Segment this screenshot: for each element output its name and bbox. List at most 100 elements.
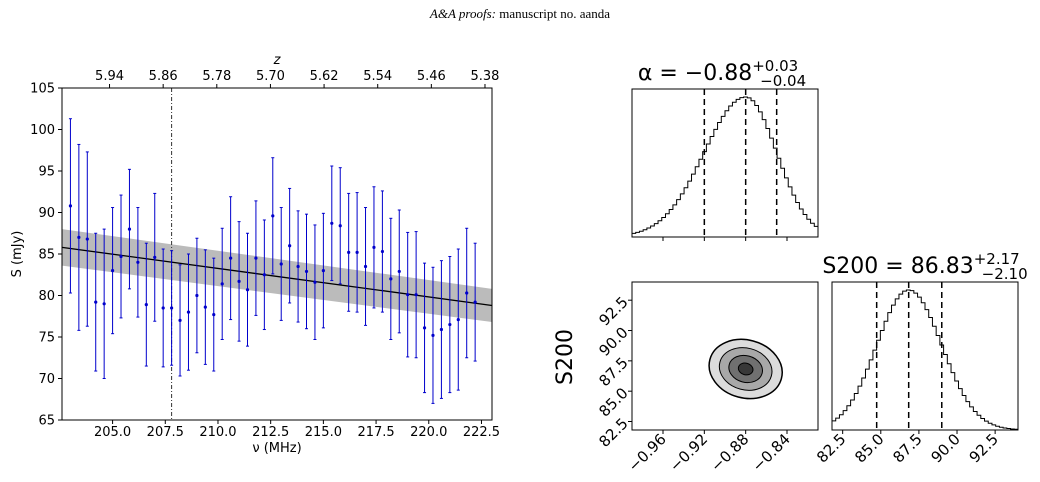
data-point (195, 293, 199, 298)
x-tick-label: 85.0 (851, 430, 887, 466)
z-tick-label: 5.78 (202, 69, 231, 84)
data-point (422, 326, 427, 330)
data-point (94, 300, 98, 304)
data-point (330, 221, 334, 225)
manuscript-label: manuscript no. aanda (499, 6, 611, 21)
panel-frame (631, 88, 819, 238)
x-tick-label: 87.5 (889, 430, 925, 466)
data-point (178, 318, 182, 322)
page-header: A&A proofs: manuscript no. aanda (0, 6, 1040, 22)
title-upper-error: +0.03 (752, 57, 798, 75)
data-point (271, 214, 275, 218)
data-point (372, 245, 376, 249)
data-point (380, 249, 384, 254)
y-axis-label: S200 (553, 329, 578, 385)
x-tick-label: 207.5 (147, 425, 184, 440)
data-point (262, 273, 266, 277)
x-tick-label: 212.5 (252, 425, 289, 440)
title-upper-error: +2.17 (974, 250, 1020, 268)
data-point (313, 280, 317, 284)
data-point (220, 282, 224, 286)
data-point (431, 333, 435, 337)
x-tick-label: 82.5 (813, 430, 849, 466)
journal-name: A&A proofs: (429, 6, 496, 21)
z-tick-label: 5.46 (417, 69, 446, 84)
z-tick-label: 5.54 (363, 69, 392, 84)
data-point (245, 288, 250, 292)
x-tick-label: 220.0 (410, 425, 447, 440)
fit-line (61, 246, 493, 307)
x-tick-label: 215.0 (305, 425, 342, 440)
data-point (144, 303, 148, 307)
data-point (397, 269, 401, 274)
data-point (448, 322, 452, 327)
data-point (136, 260, 140, 264)
data-point (355, 250, 359, 254)
alpha-posterior-panel: α = −0.88+0.03 −0.04 (631, 57, 819, 241)
data-point (304, 269, 309, 274)
y-tick-label: 92.5 (595, 293, 631, 329)
data-point (85, 237, 89, 241)
data-point (237, 279, 241, 283)
title-value: S200 = 86.83 (822, 254, 973, 279)
y-axis-label: S (mJy) (10, 231, 25, 278)
data-point (153, 255, 157, 259)
data-point (102, 302, 106, 306)
x-tick-label: 210.0 (199, 425, 236, 440)
x-tick-label: 217.5 (357, 425, 394, 440)
title-lower-error: −0.04 (760, 72, 806, 90)
x-tick-label: −0.92 (666, 430, 711, 475)
y-tick-label: 75 (38, 331, 55, 346)
y-tick-label: 90 (38, 206, 55, 221)
data-point (321, 269, 325, 273)
histogram-steps (631, 96, 819, 237)
data-point (296, 264, 300, 269)
y-tick-label: 100 (30, 123, 55, 138)
z-tick-label: 5.94 (95, 69, 124, 84)
data-point (347, 250, 351, 254)
title-lower-error: −2.10 (982, 265, 1028, 283)
data-point (119, 254, 123, 259)
panel-frame (831, 281, 1019, 431)
y-tick-label: 105 (30, 82, 55, 97)
x-tick-label: 205.0 (94, 425, 131, 440)
data-point (77, 235, 81, 239)
histogram-steps (831, 289, 1019, 430)
s200-title: S200 = 86.83+2.17 −2.10 (822, 250, 1027, 283)
data-point (288, 244, 292, 248)
x-tick-label: −0.96 (625, 430, 670, 475)
x-axis-label: ν (MHz) (252, 441, 301, 456)
data-point (363, 264, 368, 269)
panel-frame (631, 281, 819, 431)
data-point (389, 277, 393, 281)
data-point (414, 293, 418, 297)
x-tick-label: 90.0 (927, 430, 963, 466)
x-tick-label: 222.5 (463, 425, 500, 440)
data-point (473, 300, 477, 304)
data-point (68, 204, 73, 208)
y-tick-label: 65 (38, 414, 55, 429)
alpha-title: α = −0.88+0.03 −0.04 (638, 57, 806, 90)
x-tick-label: −0.88 (707, 430, 752, 475)
x-tick-label: 92.5 (966, 430, 1002, 466)
data-point (170, 306, 174, 310)
joint-posterior-panel: −0.96−0.92−0.88−0.84 82.585.087.590.092.5… (553, 281, 819, 475)
y-tick-label: 85.0 (595, 384, 631, 420)
data-point (254, 256, 258, 260)
y-tick-label: 90.0 (595, 323, 631, 359)
y-axis-label-main: S200 (553, 329, 578, 385)
y-tick-label: 82.5 (595, 414, 631, 450)
data-point (161, 306, 165, 310)
data-point (110, 269, 115, 273)
z-tick-label: 5.86 (149, 69, 178, 84)
x-tick-label: −0.84 (749, 430, 794, 475)
data-point (338, 224, 342, 228)
data-point (212, 312, 216, 317)
s200-posterior-panel: S200 = 86.83+2.17 −2.10 82.5 85.0 87.5 90.0 92… (813, 250, 1027, 466)
z-tick-label: 5.62 (310, 69, 339, 84)
spectrum-panel: 205.0 207.5 210.0 212.5 215.0 217.5 220.0 222.5… (10, 53, 500, 456)
data-point (279, 262, 283, 266)
data-point (406, 293, 410, 297)
data-point (186, 310, 191, 314)
